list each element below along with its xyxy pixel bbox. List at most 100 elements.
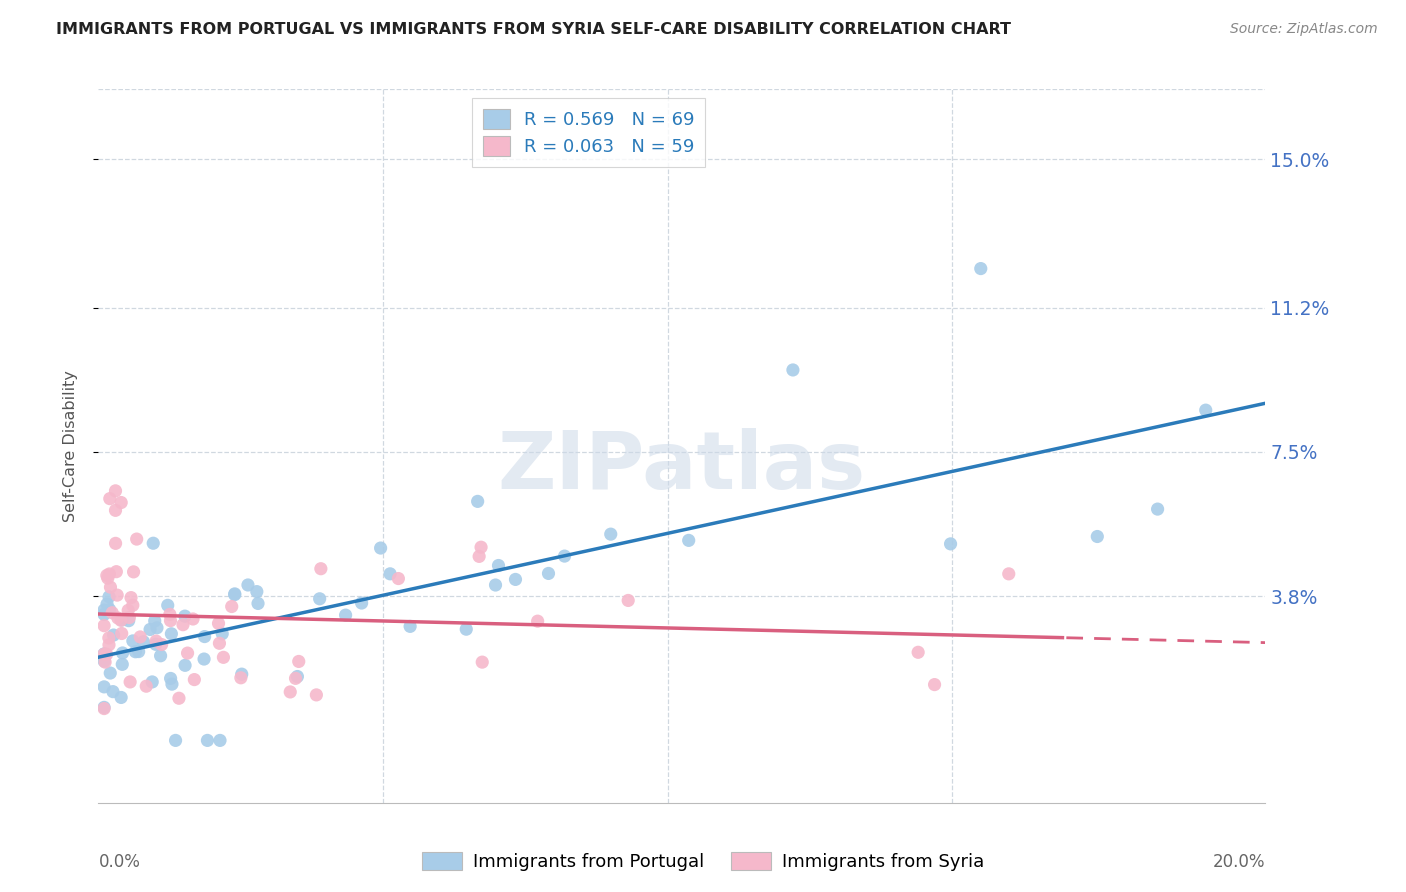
Point [284,671,307,685]
Point [93,654,115,668]
Point [335,608,357,623]
Point [678,533,700,548]
Point [159,614,181,628]
Point [110,613,132,627]
Point [94,655,117,669]
Legend: R = 0.569   N = 69, R = 0.063   N = 59: R = 0.569 N = 69, R = 0.063 N = 59 [471,98,706,167]
Point [224,588,246,602]
Point [208,636,231,650]
Point [93,647,115,661]
Y-axis label: Self-Care Disability: Self-Care Disability [63,370,77,522]
Point [101,606,124,620]
Point [484,578,506,592]
Point [143,614,166,628]
Point [308,591,330,606]
Point [121,599,143,613]
Text: ZIPatlas: ZIPatlas [498,428,866,507]
Point [617,593,640,607]
Point [100,580,122,594]
Point [997,566,1019,581]
Point [467,494,489,508]
Point [159,672,181,686]
Point [207,616,229,631]
Point [103,628,125,642]
Point [117,603,139,617]
Point [505,573,527,587]
Point [160,677,183,691]
Legend: Immigrants from Portugal, Immigrants from Syria: Immigrants from Portugal, Immigrants fro… [415,845,991,879]
Point [221,599,243,614]
Point [246,584,269,599]
Point [93,647,115,661]
Point [104,536,127,550]
Point [93,701,115,715]
Point [236,578,259,592]
Point [224,587,246,601]
Point [105,588,128,602]
Point [107,611,129,625]
Text: 20.0%: 20.0% [1213,853,1265,871]
Point [599,527,621,541]
Point [526,614,548,628]
Point [93,680,115,694]
Point [125,532,148,546]
Point [98,590,121,604]
Point [97,631,120,645]
Point [1195,403,1218,417]
Point [149,648,172,663]
Point [468,549,491,564]
Point [98,602,121,616]
Point [97,571,120,585]
Point [118,610,141,624]
Text: 0.0%: 0.0% [98,853,141,871]
Point [212,650,235,665]
Point [105,565,128,579]
Point [165,733,187,747]
Point [537,566,560,581]
Point [98,638,121,652]
Point [197,733,219,747]
Point [939,537,962,551]
Point [247,597,270,611]
Point [98,566,121,581]
Point [287,655,309,669]
Point [146,621,169,635]
Point [96,597,118,611]
Point [145,637,167,651]
Point [124,645,146,659]
Point [142,536,165,550]
Point [181,612,204,626]
Point [554,549,576,563]
Point [287,669,309,683]
Point [98,491,121,506]
Point [104,503,127,517]
Point [121,633,143,648]
Point [471,655,494,669]
Point [309,562,332,576]
Point [305,688,328,702]
Point [93,607,115,622]
Point [93,700,115,714]
Point [110,690,132,705]
Point [139,623,162,637]
Point [970,261,993,276]
Point [111,657,134,672]
Text: IMMIGRANTS FROM PORTUGAL VS IMMIGRANTS FROM SYRIA SELF-CARE DISABILITY CORRELATI: IMMIGRANTS FROM PORTUGAL VS IMMIGRANTS F… [56,22,1011,37]
Point [120,674,142,689]
Point [907,645,929,659]
Point [350,596,373,610]
Point [231,667,253,681]
Point [111,626,134,640]
Point [141,674,163,689]
Point [129,630,152,644]
Point [132,634,155,648]
Point [782,363,804,377]
Point [135,679,157,693]
Point [174,609,197,624]
Text: Source: ZipAtlas.com: Source: ZipAtlas.com [1230,22,1378,37]
Point [156,599,179,613]
Point [93,648,115,662]
Point [924,677,946,691]
Point [160,627,183,641]
Point [387,572,409,586]
